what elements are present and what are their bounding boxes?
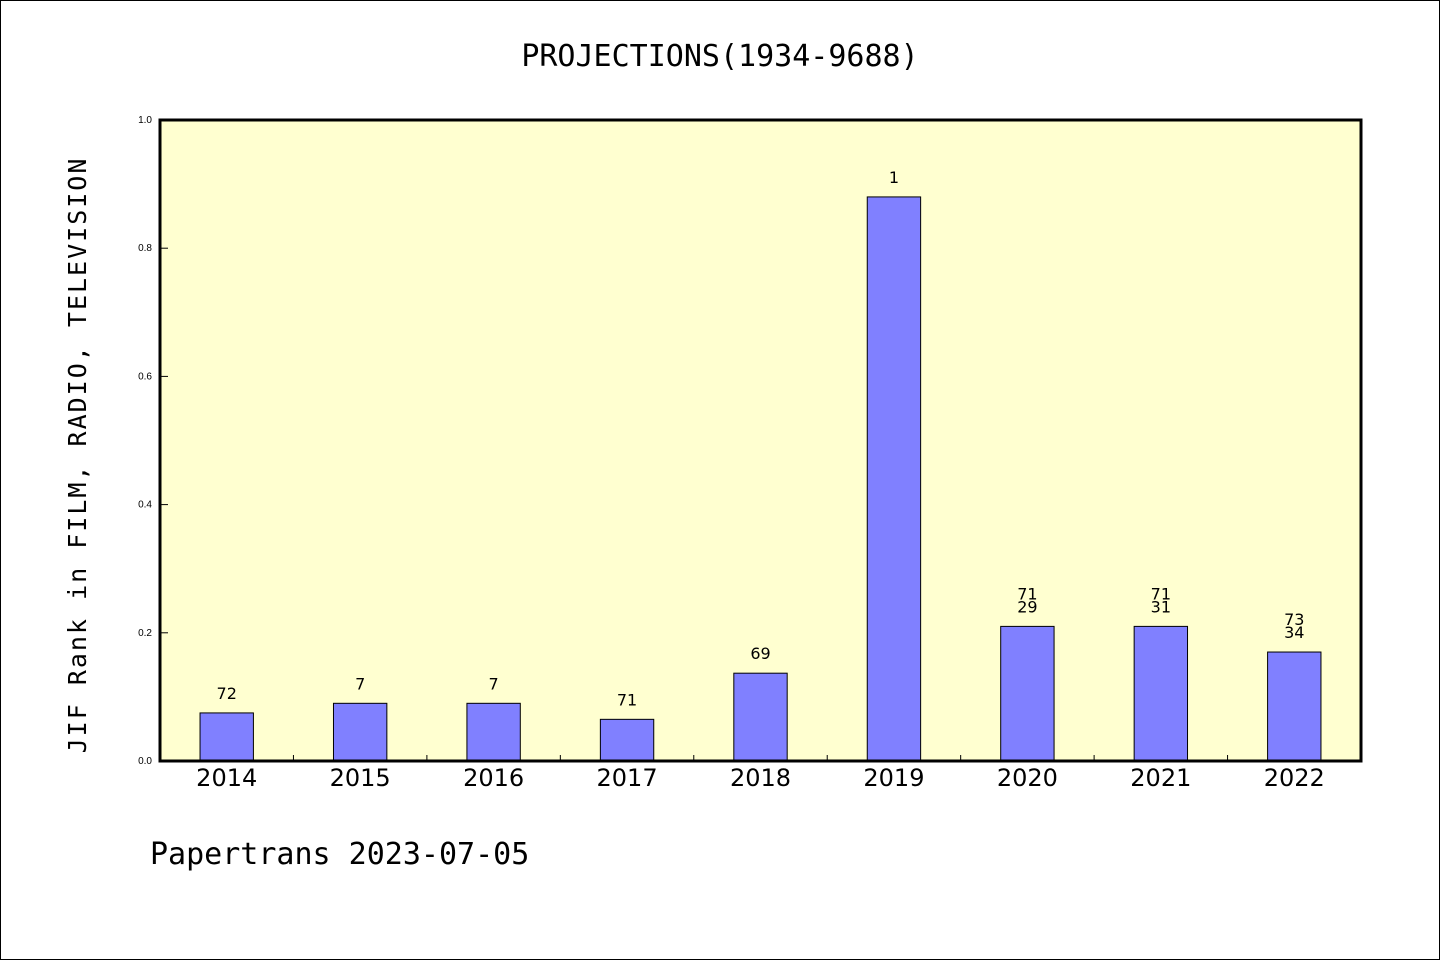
bar-2018 <box>733 672 788 762</box>
bar-2014 <box>199 712 254 762</box>
x-tick-label-2017: 2017 <box>597 764 658 792</box>
data-label-2020-1: 71 <box>1017 584 1037 603</box>
y-tick-label-2: 0.4 <box>138 500 152 511</box>
y-tick-label-5: 1.0 <box>138 115 152 126</box>
bar-2019 <box>866 196 922 762</box>
x-tick-label-2016: 2016 <box>463 764 524 792</box>
data-label-2021-2: 31 <box>1151 597 1171 616</box>
y-tick-label-0: 0.0 <box>138 756 152 767</box>
bar-2022 <box>1267 651 1322 762</box>
x-axis: 2014 2015 2016 2017 2018 2019 2020 2021 2022 <box>196 755 1325 792</box>
footer-text: Papertrans 2023-07-05 <box>150 837 529 872</box>
bar-2021 <box>1133 625 1189 762</box>
x-tick-label-2019: 2019 <box>863 764 924 792</box>
plot-border <box>158 118 1363 763</box>
bar-2020 <box>1000 625 1055 762</box>
y-axis-label: JIF Rank in FILM, RADIO, TELEVISION <box>63 157 92 754</box>
chart-title: PROJECTIONS(1934-9688) <box>521 39 918 74</box>
data-label-2022-2: 34 <box>1284 623 1304 642</box>
y-tick-label-3: 0.6 <box>138 371 152 382</box>
x-tick-label-2021: 2021 <box>1130 764 1191 792</box>
x-tick-label-2020: 2020 <box>997 764 1058 792</box>
bar-2016 <box>466 702 521 762</box>
y-tick-label-1: 0.2 <box>138 628 152 639</box>
x-tick-label-2018: 2018 <box>730 764 791 792</box>
x-tick-label-2022: 2022 <box>1264 764 1325 792</box>
y-tick-label-4: 0.8 <box>138 243 152 254</box>
data-label-2015-1: 7 <box>355 674 365 693</box>
data-label-2022-1: 73 <box>1284 610 1304 629</box>
bar-2015 <box>332 702 388 762</box>
data-label-2014-1: 72 <box>217 684 237 703</box>
data-label-2021-1: 71 <box>1151 584 1171 603</box>
x-tick-label-2014: 2014 <box>196 764 257 792</box>
bars-layer <box>199 196 1322 762</box>
data-label-2017-1: 71 <box>617 690 637 709</box>
data-label-2016-1: 7 <box>489 674 499 693</box>
bar-2017 <box>599 718 655 762</box>
data-label-2018-1: 69 <box>750 644 770 663</box>
x-tick-label-2015: 2015 <box>330 764 391 792</box>
data-label-2020-2: 29 <box>1017 597 1037 616</box>
data-label-2019-1: 1 <box>889 168 899 187</box>
